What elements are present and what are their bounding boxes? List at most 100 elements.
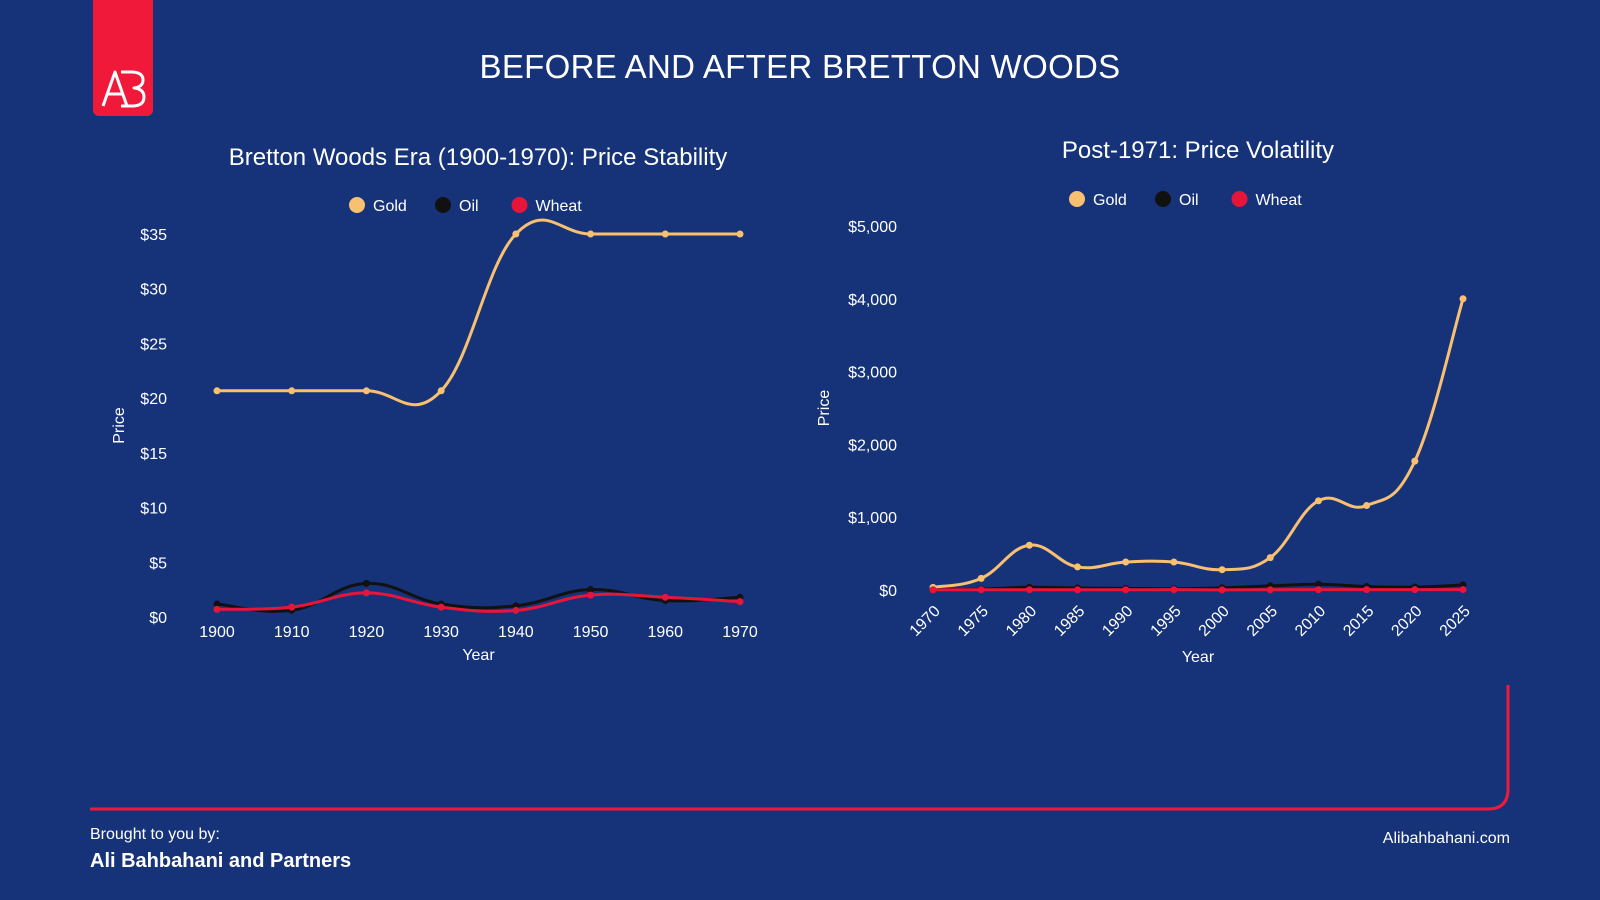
data-point[interactable] xyxy=(1074,586,1082,594)
left-chart-x-tick-label: 1970 xyxy=(722,624,758,641)
footer-company-name: Ali Bahbahani and Partners xyxy=(90,850,352,872)
page-title: BEFORE AND AFTER BRETTON WOODS xyxy=(479,48,1121,85)
series-line xyxy=(216,581,741,613)
left-chart-x-tick-label: 1930 xyxy=(423,624,459,641)
data-point[interactable] xyxy=(288,603,296,611)
data-point[interactable] xyxy=(362,387,370,395)
right-chart-x-axis-label: Year xyxy=(1182,649,1215,666)
left-chart-x-tick-label: 1950 xyxy=(573,624,609,641)
data-point[interactable] xyxy=(929,586,937,594)
data-point[interactable] xyxy=(1218,586,1226,594)
data-point[interactable] xyxy=(1314,586,1322,594)
data-point[interactable] xyxy=(1363,502,1371,510)
data-point[interactable] xyxy=(661,593,669,601)
data-point[interactable] xyxy=(736,230,744,238)
data-point[interactable] xyxy=(362,579,370,587)
legend-marker-icon xyxy=(511,197,528,213)
data-point[interactable] xyxy=(213,600,221,608)
left-chart-x-tick-label: 1920 xyxy=(349,624,385,641)
left-chart-x-tick-label: 1960 xyxy=(647,624,683,641)
right-chart-legend-wheat[interactable]: Wheat xyxy=(1231,191,1303,209)
data-point[interactable] xyxy=(288,387,296,395)
data-point[interactable] xyxy=(1459,586,1467,594)
right-chart-title: Post-1971: Price Volatility xyxy=(1062,137,1334,164)
series-line xyxy=(217,218,740,407)
right-chart-legend-gold[interactable]: Gold xyxy=(1069,191,1127,209)
legend-marker-icon xyxy=(349,197,365,213)
right-chart-y-tick-label: $3,000 xyxy=(848,365,897,382)
legend-marker-icon xyxy=(1231,191,1248,207)
data-point[interactable] xyxy=(1218,566,1226,574)
left-chart-series-wheat xyxy=(213,589,744,614)
left-chart-legend-gold[interactable]: Gold xyxy=(349,197,407,215)
left-chart-legend-oil[interactable]: Oil xyxy=(435,197,479,215)
data-point[interactable] xyxy=(213,387,221,395)
right-chart-series-wheat xyxy=(929,586,1467,594)
legend-label: Oil xyxy=(1179,192,1199,209)
data-point[interactable] xyxy=(437,387,445,395)
data-point[interactable] xyxy=(587,591,595,599)
data-point[interactable] xyxy=(977,586,985,594)
left-chart-title: Bretton Woods Era (1900-1970): Price Sta… xyxy=(229,144,727,171)
right-chart-y-tick-label: $4,000 xyxy=(848,292,897,309)
data-point[interactable] xyxy=(1314,497,1322,505)
data-point[interactable] xyxy=(437,603,445,611)
data-point[interactable] xyxy=(1314,580,1322,588)
data-point[interactable] xyxy=(512,230,520,238)
legend-label: Gold xyxy=(373,198,407,215)
left-chart-series-gold xyxy=(213,218,744,407)
data-point[interactable] xyxy=(1411,457,1419,465)
data-point[interactable] xyxy=(1266,586,1274,594)
left-chart-x-axis-label: Year xyxy=(462,647,495,664)
right-chart-series-gold xyxy=(929,295,1467,591)
chart-post-1971: Post-1971: Price Volatility Gold Oil Wheat $… xyxy=(816,137,1474,666)
legend-marker-icon xyxy=(1155,191,1171,207)
data-point[interactable] xyxy=(977,574,985,582)
left-chart-x-tick-label: 1940 xyxy=(498,624,534,641)
right-chart-y-tick-label: $5,000 xyxy=(848,219,897,236)
data-point[interactable] xyxy=(587,230,595,238)
data-point[interactable] xyxy=(1266,554,1274,562)
left-chart-y-tick-label: $30 xyxy=(140,282,167,299)
left-chart-y-axis-label: Price xyxy=(111,407,128,444)
legend-marker-icon xyxy=(1069,191,1085,207)
data-point[interactable] xyxy=(213,605,221,613)
data-point[interactable] xyxy=(1025,586,1033,594)
legend-label: Oil xyxy=(459,198,479,215)
data-point[interactable] xyxy=(587,586,595,594)
data-point[interactable] xyxy=(1122,586,1130,594)
data-point[interactable] xyxy=(1170,586,1178,594)
series-line xyxy=(216,591,741,613)
legend-label: Gold xyxy=(1093,192,1127,209)
data-point[interactable] xyxy=(1170,558,1178,566)
left-chart-y-tick-label: $15 xyxy=(140,446,167,463)
right-chart-y-axis-label: Price xyxy=(816,390,833,427)
legend-label: Wheat xyxy=(536,198,583,215)
data-point[interactable] xyxy=(512,606,520,614)
ab-logo-icon xyxy=(101,70,146,108)
right-chart-y-tick-label: $0 xyxy=(879,583,897,600)
data-point[interactable] xyxy=(1025,541,1033,549)
data-point[interactable] xyxy=(362,589,370,597)
data-point[interactable] xyxy=(661,230,669,238)
right-chart-legend-oil[interactable]: Oil xyxy=(1155,191,1199,209)
right-chart-y-tick-label: $2,000 xyxy=(848,437,897,454)
left-chart-y-tick-label: $10 xyxy=(140,501,167,518)
data-point[interactable] xyxy=(1363,586,1371,594)
data-point[interactable] xyxy=(736,598,744,606)
left-chart-x-tick-label: 1900 xyxy=(199,624,235,641)
data-point[interactable] xyxy=(1122,558,1130,566)
footer-website-link[interactable]: Alibahbahani.com xyxy=(1382,830,1510,847)
left-chart-y-tick-label: $5 xyxy=(149,555,167,572)
chart-bretton-woods: Bretton Woods Era (1900-1970): Price Sta… xyxy=(111,144,758,664)
brand-logo xyxy=(93,0,153,116)
data-point[interactable] xyxy=(1411,586,1419,594)
legend-label: Wheat xyxy=(1256,192,1303,209)
right-chart-y-tick-label: $1,000 xyxy=(848,510,897,527)
left-chart-y-tick-label: $35 xyxy=(140,227,167,244)
left-chart-y-tick-label: $0 xyxy=(149,610,167,627)
data-point[interactable] xyxy=(1459,295,1467,303)
data-point[interactable] xyxy=(1074,563,1082,571)
left-chart-legend-wheat[interactable]: Wheat xyxy=(511,197,583,215)
